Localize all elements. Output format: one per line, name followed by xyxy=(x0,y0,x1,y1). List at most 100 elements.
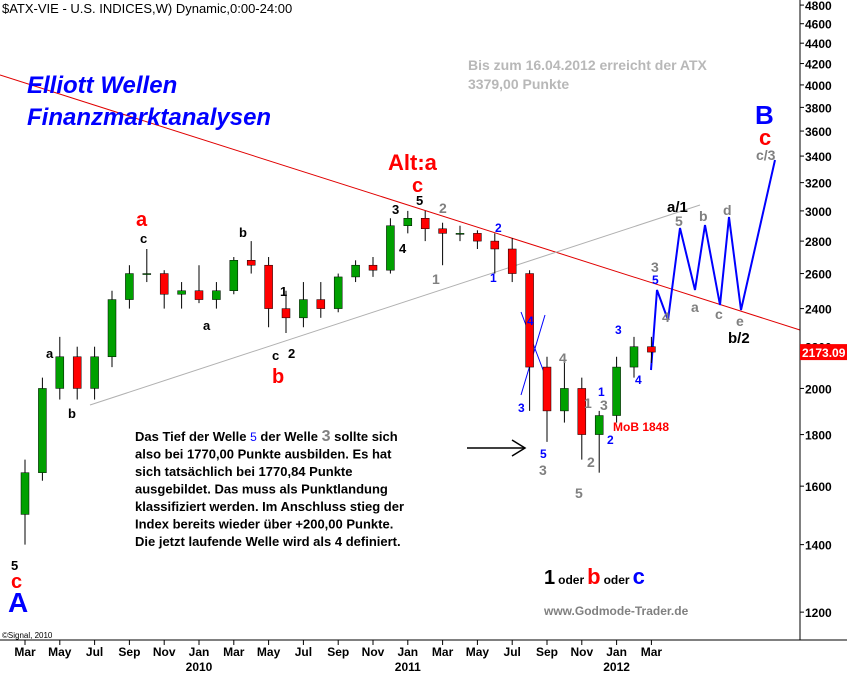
year-label: 2010 xyxy=(186,660,213,674)
annotation: 2 xyxy=(607,433,614,447)
annotation: a xyxy=(691,299,699,315)
candle-body xyxy=(560,388,569,412)
x-tick-label: Sep xyxy=(118,645,140,659)
candle-body xyxy=(20,472,30,515)
annotation: 3 xyxy=(615,323,622,337)
annotation: b xyxy=(68,406,76,421)
x-tick-label: Jul xyxy=(504,645,521,659)
candle-body xyxy=(38,388,47,473)
annotation: 3 xyxy=(539,462,547,478)
annotation: a xyxy=(136,209,148,231)
candle-body xyxy=(403,218,413,226)
scenario: 1 oder b oder c xyxy=(544,564,645,589)
annotation: 3 xyxy=(651,259,659,275)
x-tick-label: Mar xyxy=(14,645,36,659)
note-text: der Welle xyxy=(257,429,322,444)
annotation: b xyxy=(699,208,708,224)
annotation: b xyxy=(239,225,247,240)
candle-body xyxy=(333,276,343,309)
annotation: 4 xyxy=(559,350,567,366)
candle-body xyxy=(125,273,134,300)
y-tick-label: 4400 xyxy=(805,37,832,51)
candle-body xyxy=(159,273,169,295)
annotation: 5 xyxy=(11,558,18,573)
annotation: a/1 xyxy=(667,199,688,216)
annotation: 2 xyxy=(288,346,295,361)
annotation: 3379,00 Punkte xyxy=(468,76,569,92)
x-tick-label: May xyxy=(48,645,72,659)
candle-body xyxy=(612,366,621,416)
scenario-text: c xyxy=(633,564,645,589)
candle-body xyxy=(490,240,500,250)
note-text: Die jetzt laufende Welle wird als 4 defi… xyxy=(135,534,401,549)
x-tick-label: Nov xyxy=(362,645,385,659)
candle-body xyxy=(647,346,656,353)
y-tick-label: 1600 xyxy=(805,480,832,494)
annotation: ©Signal, 2010 xyxy=(2,631,53,640)
annotation: 5 xyxy=(675,213,683,229)
annotation: B xyxy=(755,100,774,130)
note-text: also bei 1770,00 Punkte ausbilden. Es ha… xyxy=(135,447,392,462)
x-tick-label: Sep xyxy=(536,645,558,659)
candle-body xyxy=(542,366,552,412)
annotation: MoB 1848 xyxy=(613,420,669,434)
annotation: Finanzmarktanalysen xyxy=(27,104,271,131)
annotation: Bis zum 16.04.2012 erreicht der ATX xyxy=(468,57,708,73)
annotation: 2 xyxy=(495,221,502,235)
x-tick-label: Mar xyxy=(641,645,663,659)
y-tick-label: 2400 xyxy=(805,303,832,317)
candle-body xyxy=(177,290,186,295)
annotation: Alt:a xyxy=(388,150,438,175)
x-tick-label: Jul xyxy=(86,645,103,659)
y-tick-label: 2600 xyxy=(805,268,832,282)
y-tick-label: 3000 xyxy=(805,205,832,219)
x-tick-label: Nov xyxy=(570,645,593,659)
note-text: Index bereits wieder über +200,00 Punkte… xyxy=(135,517,393,532)
candle-body xyxy=(55,356,65,389)
candle-body xyxy=(455,233,465,235)
candle-body xyxy=(212,290,221,300)
note-text: ausgebildet. Das muss als Punktlandung xyxy=(135,482,388,497)
candle-body xyxy=(299,299,308,319)
y-tick-label: 4200 xyxy=(805,58,832,72)
y-tick-label: 1800 xyxy=(805,429,832,443)
year-label: 2012 xyxy=(603,660,630,674)
candle-body xyxy=(577,388,587,435)
x-tick-label: Jan xyxy=(397,645,418,659)
annotation: c xyxy=(140,231,147,246)
wave-projection xyxy=(650,159,776,371)
note-text: Das Tief der Welle xyxy=(135,429,250,444)
annotation: 4 xyxy=(635,373,642,387)
candle-body xyxy=(246,260,256,266)
y-tick-label: 4800 xyxy=(805,0,832,13)
annotation: 4 xyxy=(527,314,534,328)
annotation: 5 xyxy=(416,193,423,208)
x-tick-label: Mar xyxy=(432,645,454,659)
candle-body xyxy=(90,356,99,389)
annotation: 1 xyxy=(490,271,497,285)
candle-body xyxy=(438,228,447,234)
year-label: 2011 xyxy=(395,660,421,674)
annotation: b/2 xyxy=(728,330,750,347)
annotation: c/3 xyxy=(756,147,776,163)
x-tick-label: Jan xyxy=(189,645,210,659)
scenario-text: 1 xyxy=(544,567,555,589)
candle-body xyxy=(629,346,639,368)
candle-body xyxy=(72,356,82,389)
x-tick-label: Jul xyxy=(295,645,312,659)
annotation: 2 xyxy=(439,200,447,216)
annotation: e xyxy=(736,313,744,329)
candle-body xyxy=(525,273,534,368)
x-tick-label: Jan xyxy=(606,645,627,659)
annotation: 4 xyxy=(662,309,670,325)
scenario-text: b xyxy=(587,564,600,589)
annotation: www.Godmode-Trader.de xyxy=(543,604,689,618)
annotation: Elliott Wellen xyxy=(27,72,177,99)
annotation: 5 xyxy=(652,273,659,287)
annotation: c xyxy=(715,306,723,322)
annotation: c xyxy=(11,571,22,593)
y-tick-label: 3200 xyxy=(805,177,832,191)
annotation: 1 xyxy=(432,271,440,287)
y-tick-label: 1400 xyxy=(805,539,832,553)
